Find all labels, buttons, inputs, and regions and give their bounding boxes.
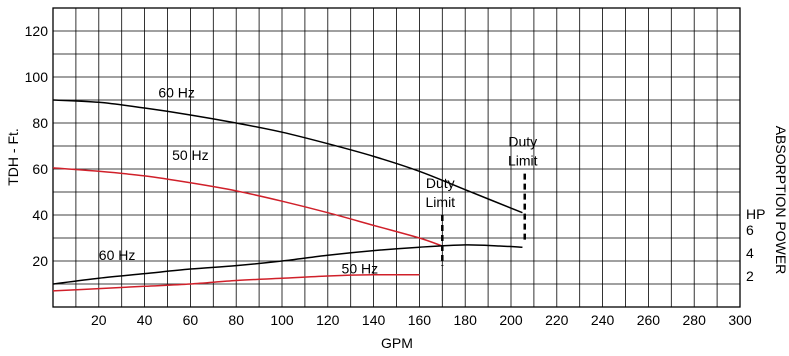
x-tick-label: 180 [454,312,478,328]
label-50hz-head: 50 Hz [172,147,209,163]
x-tick-label: 40 [137,312,153,328]
duty-limit-60hz-label: Duty [508,134,537,150]
series-line-head-60hz [52,99,523,214]
y2-tick-label: 6 [746,222,754,238]
x-tick-label: 60 [183,312,199,328]
x-tick-label: 200 [499,312,523,328]
x-tick-label: 160 [408,312,432,328]
duty-limit-50hz-label: Limit [426,194,456,210]
y-tick-label: 120 [25,23,49,39]
x-tick-label: 20 [91,312,107,328]
series-line-power-50hz [52,273,420,292]
x-tick-label: 120 [316,312,340,328]
y-tick-label: 40 [32,207,48,223]
x-tick-label: 80 [228,312,244,328]
label-60hz-head: 60 Hz [158,85,195,101]
x-tick-label: 100 [270,312,294,328]
plot-area-frame [52,7,741,308]
x-tick-label: 280 [683,312,707,328]
y-tick-label: 60 [32,161,48,177]
label-50hz-power: 50 Hz [342,261,379,277]
x-tick-label: 220 [545,312,569,328]
x-tick-label: 140 [362,312,386,328]
grid [53,8,740,307]
y-tick-label: 80 [32,115,48,131]
annotations: 60 Hz 50 Hz 60 Hz 50 Hz Duty Limit Duty Limit [99,85,538,277]
duty-limit-60hz-label: Limit [508,153,538,169]
y2-axis-label: ABSORPTION POWER [773,126,789,275]
curves [52,99,523,292]
y2-tick-label: 2 [746,268,754,284]
y2-tick-label: 4 [746,245,754,261]
y-tick-label: 20 [32,253,48,269]
y2-unit-label: HP [746,206,765,222]
x-tick-label: 260 [637,312,661,328]
series-line-power-60hz [52,244,523,285]
x-tick-label: 300 [728,312,752,328]
label-60hz-power: 60 Hz [99,247,136,263]
tick-labels: 20 40 60 80 100 120 140 160 180 200 220 240 260 280 30… [25,23,754,328]
series-line-head-50hz [52,167,443,247]
x-axis-label: GPM [381,335,413,351]
y-axis-label: TDH - Ft. [5,128,21,186]
x-tick-label: 240 [591,312,615,328]
duty-limit-50hz-label: Duty [426,175,455,191]
y-tick-label: 100 [25,69,49,85]
